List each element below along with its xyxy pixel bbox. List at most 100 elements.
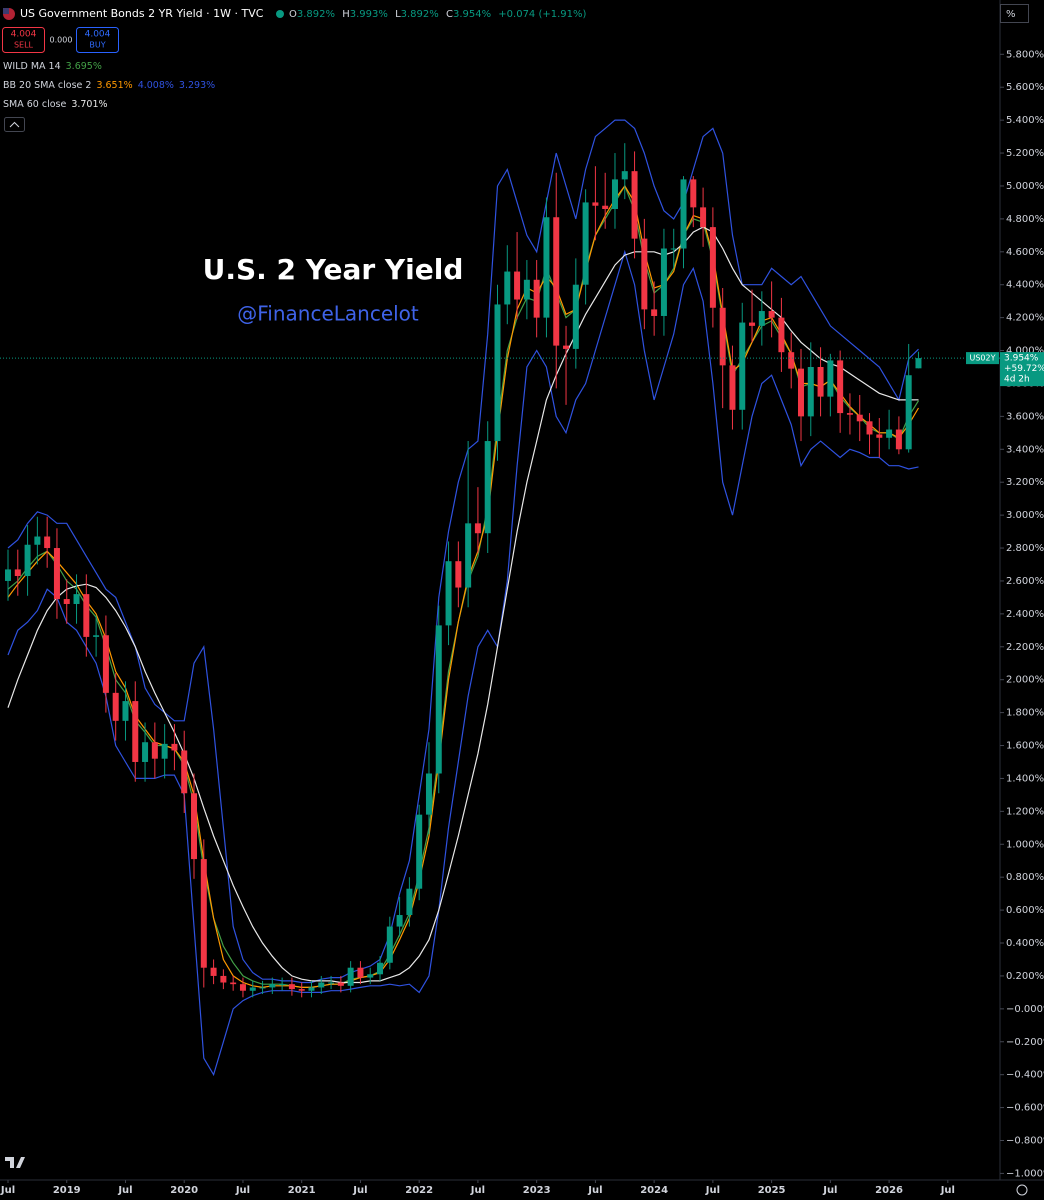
ohlc-value: 3.892% (297, 9, 335, 20)
legend-value: 3.293% (179, 80, 215, 91)
candle-body (161, 743, 168, 759)
candle-body (63, 599, 70, 604)
logo[interactable] (5, 1157, 25, 1168)
candle-body (807, 367, 814, 417)
candle-body (690, 179, 697, 208)
indicator-line (7, 119, 919, 984)
ohlc-label: C (446, 9, 453, 20)
indicator-line (7, 226, 919, 984)
candle-body (837, 360, 844, 414)
y-tick-label: 4.200% (1006, 313, 1044, 324)
ohlc-value: 3.954% (453, 9, 491, 20)
candle-body (641, 238, 648, 310)
y-tick-label: −0.400% (1006, 1070, 1044, 1081)
candle-body (729, 365, 736, 410)
y-tick-label: −1.000% (1006, 1168, 1044, 1179)
y-tick-label: 2.600% (1006, 576, 1044, 587)
x-tick-label: 2020 (170, 1185, 198, 1196)
y-tick-label: 2.000% (1006, 675, 1044, 686)
ohlc-label: H (342, 9, 350, 20)
candle-body (357, 967, 364, 978)
candle-body (259, 987, 266, 989)
candle-body (347, 967, 354, 986)
ohlc-value: 3.892% (401, 9, 439, 20)
y-tick-label: 1.800% (1006, 708, 1044, 719)
y-tick-label: 1.200% (1006, 806, 1044, 817)
candle-body (553, 217, 560, 346)
candle-body (788, 352, 795, 369)
candle-body (856, 414, 863, 422)
spread: 0.000 (50, 36, 73, 45)
candle-body (112, 692, 119, 721)
candle-body (905, 375, 912, 450)
settings-icon[interactable] (1016, 1184, 1028, 1196)
flag-icon (3, 8, 9, 14)
candle-body (915, 358, 922, 369)
candle-body (416, 814, 423, 889)
candle-body (465, 523, 472, 588)
candle-body (210, 967, 217, 976)
candle-body (651, 309, 658, 316)
x-tick-label: Jul (117, 1185, 132, 1196)
legend-entry: SMA 60 close 3.701% (3, 99, 108, 110)
candle-body (582, 202, 589, 285)
candle-body (611, 179, 618, 210)
candle-body (377, 962, 384, 975)
candle-body (602, 205, 609, 210)
ohlc-value: 3.993% (350, 9, 388, 20)
y-tick-label: 0.200% (1006, 971, 1044, 982)
candle-body (151, 742, 158, 759)
candle-body (494, 304, 501, 442)
y-tick-label: 5.000% (1006, 181, 1044, 192)
candle-body (504, 271, 511, 305)
candle-body (5, 569, 11, 581)
candle-body (308, 987, 315, 991)
collapse-button[interactable] (4, 117, 25, 132)
candle-body (817, 367, 824, 397)
candle-body (543, 217, 550, 318)
candle-body (533, 279, 540, 318)
y-tick-label: −0.200% (1006, 1037, 1044, 1048)
y-tick-label: 3.400% (1006, 444, 1044, 455)
buy-button[interactable] (76, 27, 119, 53)
candle-body (14, 569, 21, 577)
candle-body (827, 360, 834, 397)
legend-value: 4.008% (138, 80, 174, 91)
y-tick-label: 5.800% (1006, 49, 1044, 60)
sell-button[interactable] (2, 27, 45, 53)
y-tick-label: 1.400% (1006, 773, 1044, 784)
y-tick-label: 3.000% (1006, 510, 1044, 521)
candle-body (866, 421, 873, 435)
candle-body (53, 548, 60, 600)
candle-body (474, 523, 481, 534)
candle-body (102, 635, 109, 693)
candle-body (749, 322, 756, 326)
candle-body (83, 594, 90, 637)
candle-body (445, 561, 452, 626)
candle-body (670, 248, 677, 250)
y-tick-label: 0.400% (1006, 938, 1044, 949)
y-tick-label: 1.600% (1006, 741, 1044, 752)
candle-body (631, 171, 638, 239)
y-tick-label: 4.000% (1006, 346, 1044, 357)
unit-button[interactable] (1000, 4, 1029, 23)
candle-body (200, 859, 207, 968)
candle-body (758, 311, 765, 326)
ohlc-label: O (289, 9, 297, 20)
x-tick-label: 2023 (523, 1185, 551, 1196)
price-tag-price: 3.954% (1004, 354, 1039, 364)
candle-body (572, 284, 579, 349)
x-tick-label: 2025 (758, 1185, 786, 1196)
legend-name: WILD MA 14 (3, 61, 61, 72)
candle-body (34, 536, 41, 545)
buy-price: 4.004 (85, 30, 111, 40)
candle-body (328, 982, 335, 984)
symbol-title[interactable]: US Government Bonds 2 YR Yield · 1W · TV… (20, 7, 264, 20)
legend-entry: BB 20 SMA close 2 3.651% 4.008% 3.293% (3, 80, 215, 91)
x-tick-label: 2026 (875, 1185, 903, 1196)
candle-body (396, 915, 403, 927)
y-tick-label: −0.000% (1006, 1004, 1044, 1015)
x-tick-label: 2022 (405, 1185, 433, 1196)
candle-body (895, 429, 902, 450)
